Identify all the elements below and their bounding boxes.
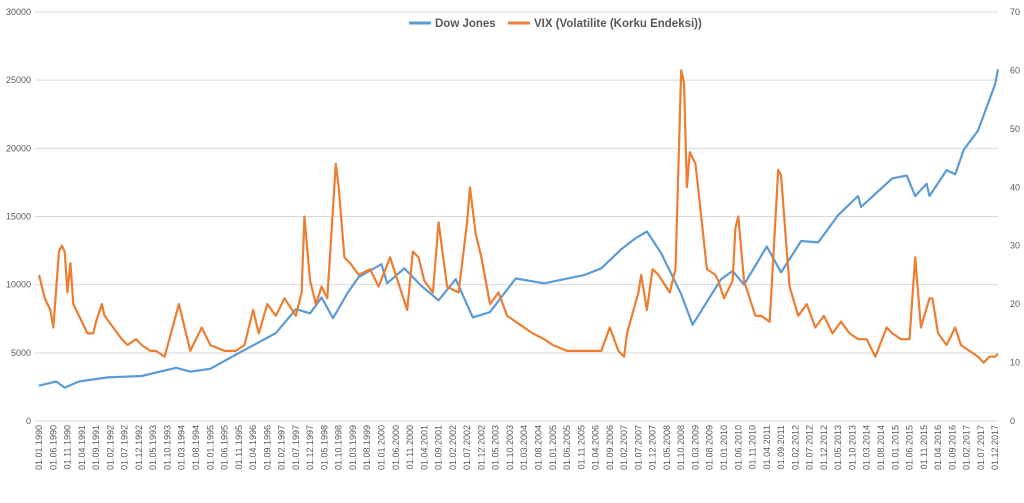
legend: Dow Jones VIX (Volatilite (Korku Endeksi… <box>409 18 702 30</box>
left-axis-ticks: 0 5000 10000 15000 20000 25000 30000 <box>6 7 31 426</box>
x-tick-label: 01.12.1997 <box>305 425 315 470</box>
x-tick-label: 01.05.2008 <box>662 425 672 470</box>
x-tick-label: 01.07.1992 <box>120 425 130 470</box>
x-tick-label: 01.07.2007 <box>633 425 643 470</box>
x-tick-label: 01.11.2000 <box>405 425 415 469</box>
x-tick-label: 01.02.1992 <box>105 425 115 470</box>
x-tick-label: 01.07.2017 <box>976 425 986 470</box>
x-tick-label: 01.06.2010 <box>733 425 743 470</box>
x-tick-label: 01.08.1994 <box>191 425 201 470</box>
x-tick-label: 01.05.1998 <box>319 425 329 470</box>
x-tick-label: 01.09.1996 <box>262 425 272 470</box>
x-tick-label: 01.01.1995 <box>205 425 215 470</box>
series-lines <box>37 69 1000 389</box>
x-tick-label: 01.03.2014 <box>862 425 872 470</box>
x-axis-ticks: 01.01.1990 01.06.1990 01.11.1990 01.04.1991… <box>34 425 1000 470</box>
x-tick-label: 01.08.2009 <box>705 425 715 470</box>
x-tick-label: 01.11.2010 <box>748 425 758 469</box>
x-tick-label: 01.06.2000 <box>391 425 401 470</box>
x-tick-label: 01.04.2011 <box>762 425 772 469</box>
x-tick-label: 01.08.2004 <box>533 425 543 470</box>
x-tick-label: 01.02.2012 <box>790 425 800 470</box>
x-tick-label: 01.10.2013 <box>847 425 857 470</box>
x-tick-label: 01.12.2002 <box>476 425 486 470</box>
x-tick-label: 01.02.2007 <box>619 425 629 470</box>
x-tick-label: 01.05.1993 <box>148 425 158 470</box>
x-tick-label: 01.01.1990 <box>34 425 44 470</box>
x-tick-label: 01.03.1994 <box>177 425 187 470</box>
x-tick-label: 01.01.2015 <box>890 425 900 470</box>
y-tick-label: 5000 <box>11 348 31 358</box>
x-tick-label: 01.03.2009 <box>690 425 700 470</box>
x-tick-label: 01.01.2010 <box>719 425 729 470</box>
x-tick-label: 01.02.1997 <box>277 425 287 470</box>
y-tick-label: 30000 <box>6 7 31 17</box>
legend-label-dow-jones: Dow Jones <box>435 18 496 30</box>
y-tick-label: 20000 <box>6 143 31 153</box>
x-tick-label: 01.06.1990 <box>48 425 58 470</box>
y2-tick-label: 0 <box>1010 416 1015 426</box>
x-tick-label: 01.04.2001 <box>419 425 429 470</box>
x-tick-label: 01.05.2003 <box>491 425 501 470</box>
x-tick-label: 01.10.1998 <box>334 425 344 470</box>
x-tick-label: 01.05.2013 <box>833 425 843 470</box>
gridlines <box>35 11 998 422</box>
x-tick-label: 01.06.2005 <box>562 425 572 470</box>
x-tick-label: 01.07.1997 <box>291 425 301 470</box>
x-tick-label: 01.11.1990 <box>63 425 73 469</box>
dow-jones-line <box>38 69 1000 389</box>
y2-tick-label: 40 <box>1010 182 1020 192</box>
x-tick-label: 01.03.1999 <box>348 425 358 470</box>
y-tick-label: 0 <box>26 416 31 426</box>
x-tick-label: 01.02.2002 <box>448 425 458 470</box>
x-tick-label: 01.07.2002 <box>462 425 472 470</box>
x-tick-label: 01.12.2007 <box>648 425 658 470</box>
x-tick-label: 01.01.2000 <box>377 425 387 470</box>
x-tick-label: 01.12.2017 <box>990 425 1000 470</box>
x-tick-label: 01.06.2015 <box>905 425 915 470</box>
x-tick-label: 01.09.1991 <box>91 425 101 470</box>
x-tick-label: 01.10.1993 <box>162 425 172 470</box>
y2-tick-label: 30 <box>1010 241 1020 251</box>
x-tick-label: 01.11.2005 <box>576 425 586 469</box>
legend-label-vix: VIX (Volatilite (Korku Endeksi)) <box>534 18 702 30</box>
x-tick-label: 01.09.2006 <box>605 425 615 470</box>
x-tick-label: 01.01.2005 <box>548 425 558 470</box>
x-tick-label: 01.12.2012 <box>819 425 829 470</box>
y-tick-label: 10000 <box>6 280 31 290</box>
x-tick-label: 01.09.2016 <box>947 425 957 470</box>
y2-tick-label: 20 <box>1010 299 1020 309</box>
x-tick-label: 01.10.2008 <box>676 425 686 470</box>
x-tick-label: 01.04.1991 <box>77 425 87 470</box>
x-tick-label: 01.07.2012 <box>805 425 815 470</box>
x-tick-label: 01.11.2015 <box>919 425 929 469</box>
x-tick-label: 01.08.2014 <box>876 425 886 470</box>
y-tick-label: 25000 <box>6 75 31 85</box>
x-tick-label: 01.04.2006 <box>591 425 601 470</box>
x-tick-label: 01.09.2001 <box>434 425 444 470</box>
x-tick-label: 01.08.1999 <box>362 425 372 470</box>
y2-tick-label: 60 <box>1010 65 1020 75</box>
x-tick-label: 01.03.2004 <box>519 425 529 470</box>
right-axis-ticks: 0 10 20 30 40 50 60 70 <box>1010 7 1020 426</box>
y2-tick-label: 50 <box>1010 124 1020 134</box>
x-tick-label: 01.12.1992 <box>134 425 144 470</box>
x-tick-label: 01.04.2016 <box>933 425 943 470</box>
x-tick-label: 01.04.1996 <box>248 425 258 470</box>
y2-tick-label: 70 <box>1010 7 1020 17</box>
vix-line <box>37 69 999 364</box>
x-tick-label: 01.10.2003 <box>505 425 515 470</box>
x-tick-label: 01.09.2011 <box>776 425 786 469</box>
x-tick-label: 01.02.2017 <box>962 425 972 470</box>
y2-tick-label: 10 <box>1010 358 1020 368</box>
x-tick-label: 01.06.1995 <box>220 425 230 470</box>
y-tick-label: 15000 <box>6 212 31 222</box>
x-tick-label: 01.11.1995 <box>234 425 244 469</box>
